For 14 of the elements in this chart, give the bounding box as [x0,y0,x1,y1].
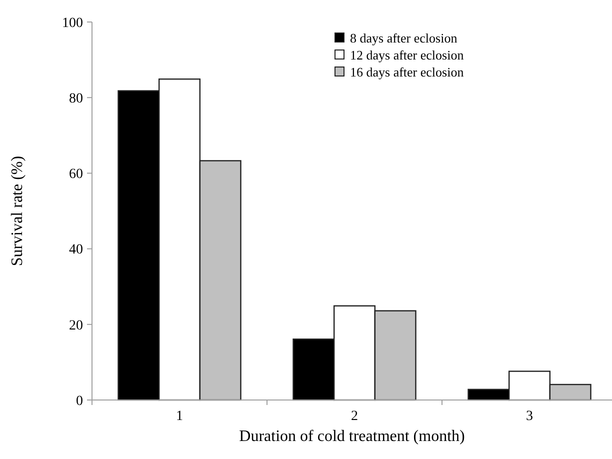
y-tick-label: 0 [76,394,83,409]
x-axis-title: Duration of cold treatment (month) [239,428,465,445]
y-tick-label: 60 [69,167,83,182]
legend-label: 12 days after eclosion [350,48,464,63]
legend-label: 8 days after eclosion [350,30,458,46]
y-axis-title: Survival rate (%) [9,156,26,266]
x-tick-label: 3 [526,409,533,424]
legend-label: 16 days after eclosion [350,64,464,80]
x-tick-label: 1 [176,409,183,424]
y-tick-label: 40 [69,242,83,258]
x-tick-label: 2 [351,409,358,424]
y-tick-label: 20 [69,318,83,334]
y-tick-label: 80 [69,92,83,106]
y-tick-label: 100 [62,16,83,31]
